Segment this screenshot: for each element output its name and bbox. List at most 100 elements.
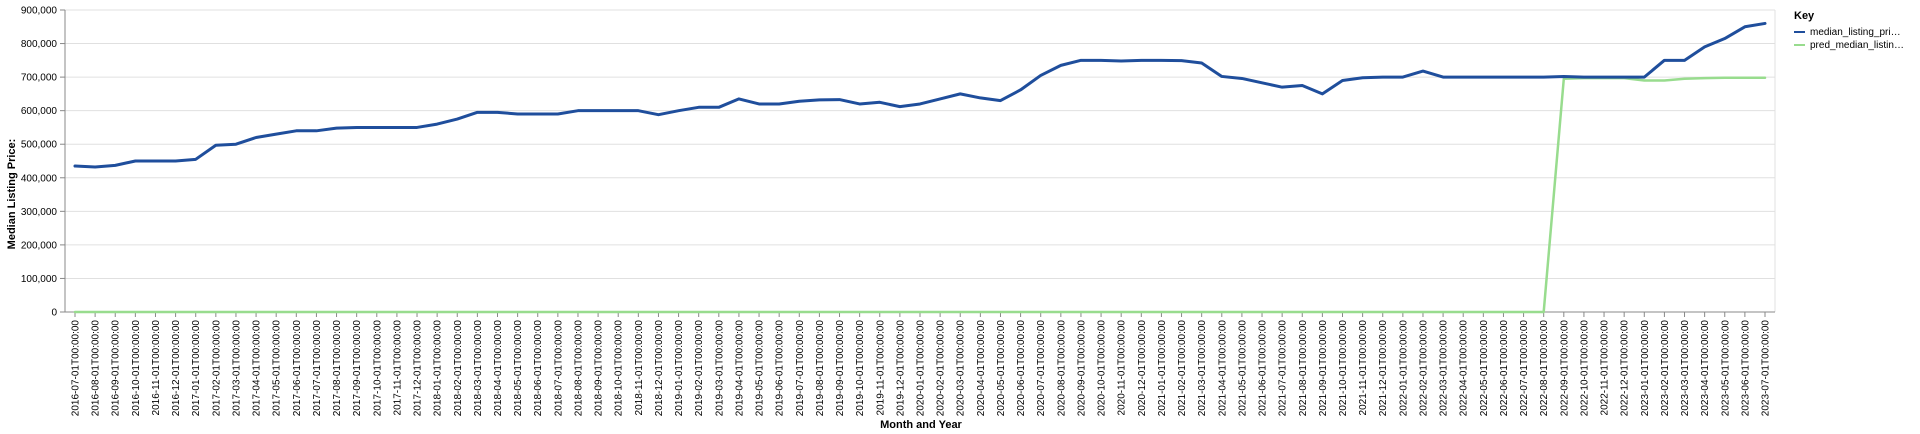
x-tick-label: 2017-09-01T00:00:00 (352, 320, 363, 417)
x-tick-label: 2020-06-01T00:00:00 (1016, 320, 1027, 417)
x-tick-label: 2020-05-01T00:00:00 (996, 320, 1007, 417)
x-tick-label: 2022-06-01T00:00:00 (1499, 320, 1510, 417)
legend-title: Key (1794, 10, 1815, 22)
x-tick-label: 2021-12-01T00:00:00 (1378, 320, 1389, 417)
x-tick-label: 2022-07-01T00:00:00 (1519, 320, 1530, 417)
x-tick-label: 2022-04-01T00:00:00 (1459, 320, 1470, 417)
x-tick-label: 2019-03-01T00:00:00 (714, 320, 725, 417)
x-tick-label: 2022-11-01T00:00:00 (1600, 320, 1611, 416)
x-tick-label: 2021-11-01T00:00:00 (1358, 320, 1369, 416)
x-tick-label: 2022-08-01T00:00:00 (1539, 320, 1550, 417)
x-tick-label: 2017-05-01T00:00:00 (272, 320, 283, 417)
legend-label-median-listing-price: median_listing_pri… (1810, 27, 1901, 38)
x-tick-label: 2020-11-01T00:00:00 (1117, 320, 1128, 416)
x-tick-label: 2020-07-01T00:00:00 (1036, 320, 1047, 417)
x-tick-label: 2017-12-01T00:00:00 (413, 320, 424, 417)
x-tick-label: 2016-09-01T00:00:00 (111, 320, 122, 417)
y-tick-label: 300,000 (21, 207, 58, 218)
series (73, 21, 1767, 314)
x-tick-label: 2018-01-01T00:00:00 (433, 320, 444, 417)
x-tick-label: 2017-03-01T00:00:00 (231, 320, 242, 417)
x-tick-label: 2016-12-01T00:00:00 (171, 320, 182, 417)
x-tick-label: 2021-02-01T00:00:00 (1177, 320, 1188, 417)
x-tick-label: 2018-06-01T00:00:00 (533, 320, 544, 417)
x-tick-label: 2019-02-01T00:00:00 (694, 320, 705, 417)
x-tick-label: 2018-08-01T00:00:00 (573, 320, 584, 417)
series-line-median-listing-price (73, 21, 1767, 169)
x-tick-label: 2019-05-01T00:00:00 (755, 320, 766, 417)
x-tick-label: 2018-07-01T00:00:00 (553, 320, 564, 417)
x-tick-label: 2018-02-01T00:00:00 (453, 320, 464, 417)
x-tick-label: 2023-03-01T00:00:00 (1680, 320, 1691, 417)
x-tick-label: 2020-10-01T00:00:00 (1097, 320, 1108, 417)
x-tick-label: 2019-04-01T00:00:00 (734, 320, 745, 417)
axes: 0 100,000 200,000 300,000 400,000 500,000 600,… (21, 6, 1775, 417)
x-tick-label: 2020-04-01T00:00:00 (976, 320, 987, 417)
x-tick-label: 2018-09-01T00:00:00 (594, 320, 605, 417)
y-tick-label: 100,000 (21, 274, 58, 285)
x-tick-label: 2018-05-01T00:00:00 (513, 320, 524, 417)
x-tick-label: 2017-01-01T00:00:00 (191, 320, 202, 417)
x-tick-label: 2019-11-01T00:00:00 (875, 320, 886, 416)
x-tick-label: 2022-03-01T00:00:00 (1439, 320, 1450, 417)
x-tick-label: 2022-09-01T00:00:00 (1559, 320, 1570, 417)
x-tick-label: 2020-09-01T00:00:00 (1076, 320, 1087, 417)
x-tick-label: 2016-11-01T00:00:00 (151, 320, 162, 416)
x-tick-label: 2022-12-01T00:00:00 (1620, 320, 1631, 417)
x-tick-label: 2020-01-01T00:00:00 (916, 320, 927, 417)
legend: Key median_listing_pri… pred_median_list… (1794, 10, 1904, 51)
x-tick-label: 2019-09-01T00:00:00 (835, 320, 846, 417)
x-tick-label: 2021-03-01T00:00:00 (1197, 320, 1208, 417)
x-tick-label: 2021-05-01T00:00:00 (1237, 320, 1248, 417)
x-tick-label: 2020-03-01T00:00:00 (956, 320, 967, 417)
x-tick-label: 2021-09-01T00:00:00 (1318, 320, 1329, 417)
x-tick-label: 2019-07-01T00:00:00 (795, 320, 806, 417)
x-tick-label: 2023-04-01T00:00:00 (1700, 320, 1711, 417)
x-tick-label: 2016-10-01T00:00:00 (131, 320, 142, 417)
y-tick-label: 600,000 (21, 106, 58, 117)
x-tick-label: 2019-10-01T00:00:00 (855, 320, 866, 417)
grid (65, 9, 1776, 313)
x-tick-label: 2016-07-01T00:00:00 (71, 320, 82, 417)
x-tick-label: 2019-08-01T00:00:00 (815, 320, 826, 417)
x-tick-label: 2020-08-01T00:00:00 (1056, 320, 1067, 417)
x-tick-label: 2017-08-01T00:00:00 (332, 320, 343, 417)
x-tick-label: 2021-06-01T00:00:00 (1258, 320, 1269, 417)
y-tick-label: 200,000 (21, 240, 58, 251)
x-tick-label: 2021-10-01T00:00:00 (1338, 320, 1349, 417)
x-tick-label: 2018-12-01T00:00:00 (654, 320, 665, 417)
x-tick-label: 2020-02-01T00:00:00 (936, 320, 947, 417)
legend-label-pred-median-listing-price: pred_median_listin… (1810, 40, 1904, 51)
x-tick-label: 2019-06-01T00:00:00 (775, 320, 786, 417)
x-tick-label: 2017-06-01T00:00:00 (292, 320, 303, 417)
x-tick-label: 2022-10-01T00:00:00 (1579, 320, 1590, 417)
x-tick-label: 2023-02-01T00:00:00 (1660, 320, 1671, 417)
x-tick-label: 2022-05-01T00:00:00 (1479, 320, 1490, 417)
x-tick-label: 2017-11-01T00:00:00 (392, 320, 403, 416)
x-tick-label: 2017-04-01T00:00:00 (252, 320, 263, 417)
x-tick-label: 2023-05-01T00:00:00 (1720, 320, 1731, 417)
x-tick-label: 2021-04-01T00:00:00 (1217, 320, 1228, 417)
x-tick-label: 2017-10-01T00:00:00 (372, 320, 383, 417)
series-line-pred-median-listing-price (73, 76, 1767, 314)
x-tick-label: 2018-04-01T00:00:00 (493, 320, 504, 417)
x-tick-label: 2023-06-01T00:00:00 (1740, 320, 1751, 417)
x-tick-label: 2023-07-01T00:00:00 (1761, 320, 1772, 417)
y-tick-label: 0 (51, 308, 57, 319)
x-tick-label: 2022-01-01T00:00:00 (1398, 320, 1409, 417)
y-tick-label: 500,000 (21, 140, 58, 151)
x-tick-label: 2018-03-01T00:00:00 (473, 320, 484, 417)
x-tick-label: 2021-08-01T00:00:00 (1298, 320, 1309, 417)
x-axis-title: Month and Year (880, 419, 962, 431)
x-tick-label: 2017-07-01T00:00:00 (312, 320, 323, 417)
y-tick-label: 900,000 (21, 6, 58, 17)
x-tick-label: 2018-11-01T00:00:00 (634, 320, 645, 416)
x-tick-label: 2022-02-01T00:00:00 (1418, 320, 1429, 417)
y-axis-title: Median Listing Price: (6, 139, 18, 250)
x-tick-label: 2023-01-01T00:00:00 (1640, 320, 1651, 417)
x-tick-label: 2020-12-01T00:00:00 (1137, 320, 1148, 417)
y-tick-label: 400,000 (21, 173, 58, 184)
y-tick-label: 800,000 (21, 39, 58, 50)
